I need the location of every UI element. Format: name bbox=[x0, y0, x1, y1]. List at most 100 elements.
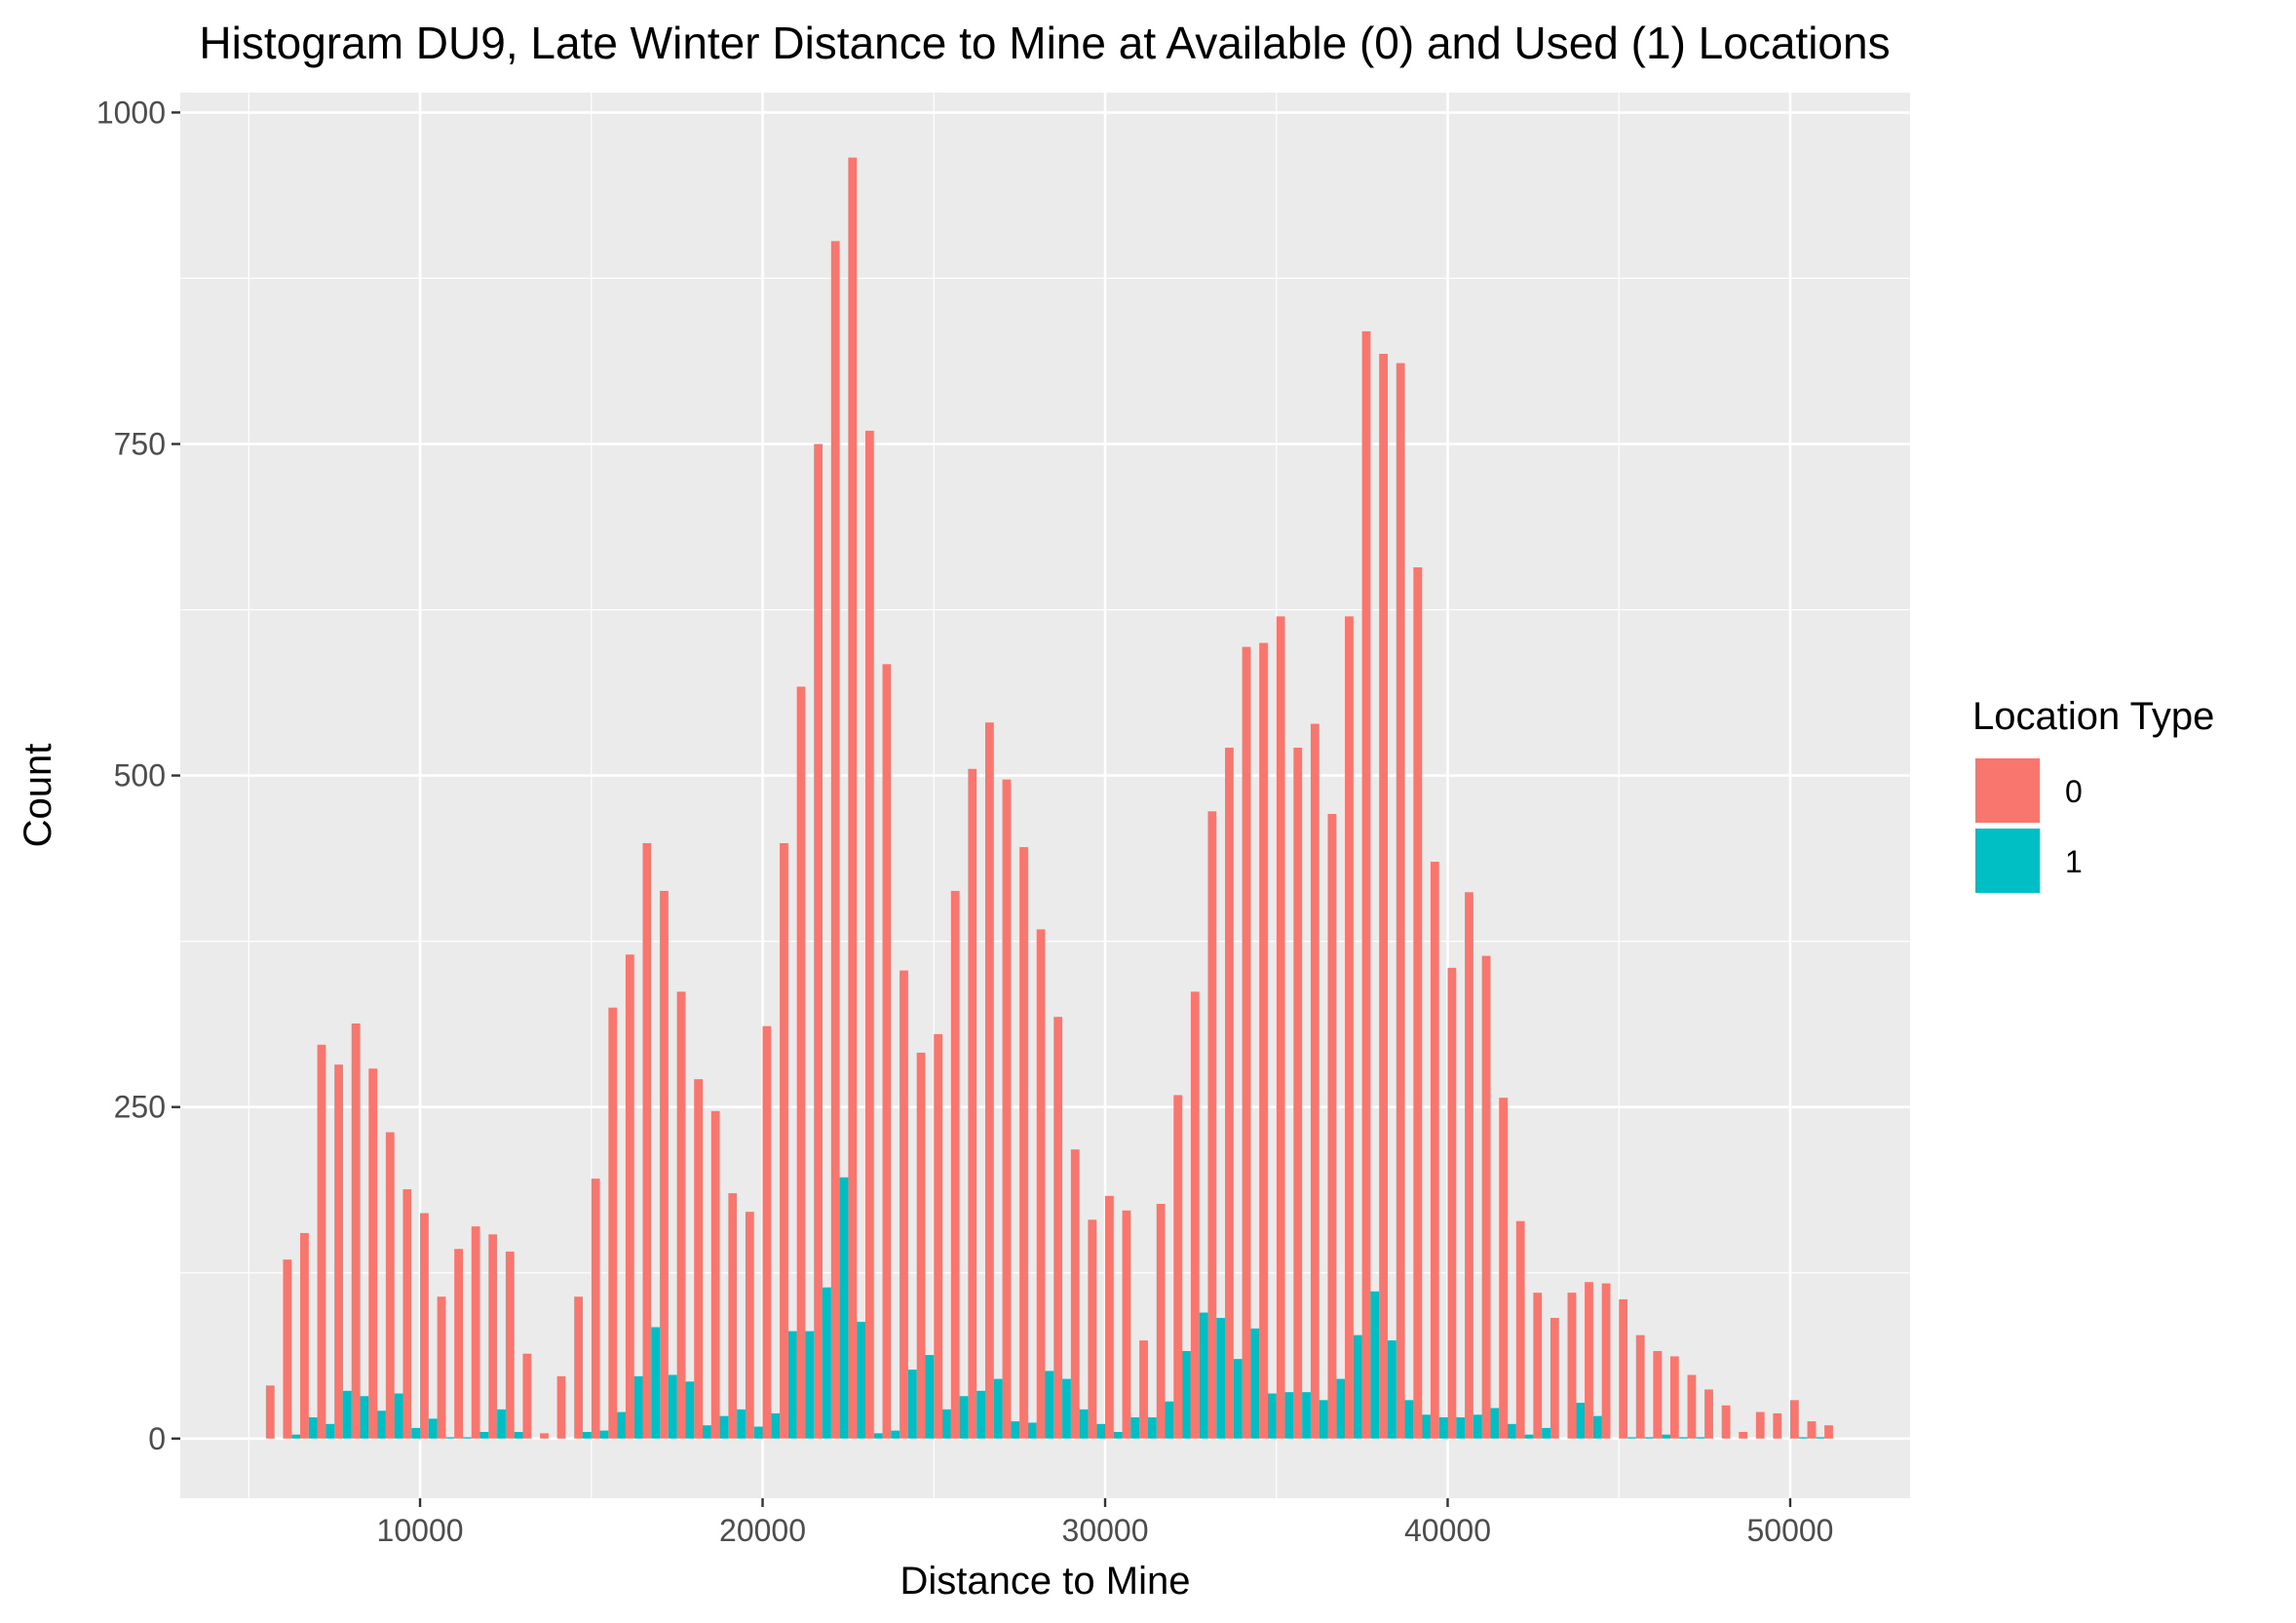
bar-series-0 bbox=[1755, 1411, 1765, 1439]
bar-series-1 bbox=[1816, 1437, 1825, 1439]
bar-series-0 bbox=[574, 1296, 583, 1439]
bar-series-1 bbox=[582, 1431, 592, 1439]
bar-series-0 bbox=[762, 1025, 772, 1439]
bar-series-1 bbox=[1336, 1378, 1346, 1439]
bar-series-0 bbox=[385, 1132, 395, 1439]
bar-series-0 bbox=[1259, 642, 1268, 1439]
bar-series-1 bbox=[737, 1409, 746, 1439]
bar-series-1 bbox=[497, 1409, 506, 1439]
bar-series-1 bbox=[925, 1355, 935, 1439]
bar-series-1 bbox=[719, 1415, 729, 1439]
bar-series-1 bbox=[1592, 1415, 1602, 1439]
bar-series-0 bbox=[1345, 616, 1354, 1439]
bar-series-1 bbox=[633, 1375, 643, 1439]
bar-series-1 bbox=[1473, 1414, 1482, 1439]
y-tick-label: 1000 bbox=[96, 95, 166, 130]
bar-series-0 bbox=[728, 1193, 738, 1439]
bar-series-1 bbox=[342, 1390, 352, 1439]
bar-series-1 bbox=[445, 1437, 455, 1439]
bar-series-0 bbox=[1088, 1219, 1097, 1439]
bar-series-1 bbox=[599, 1430, 609, 1439]
bar-series-0 bbox=[1515, 1220, 1525, 1439]
bar-series-1 bbox=[1627, 1437, 1636, 1439]
bar-series-0 bbox=[745, 1212, 754, 1439]
bar-series-1 bbox=[1302, 1392, 1311, 1439]
bar-series-1 bbox=[1319, 1400, 1328, 1439]
bar-series-1 bbox=[1130, 1417, 1140, 1439]
bar-series-1 bbox=[839, 1177, 849, 1439]
bar-series-1 bbox=[805, 1331, 815, 1439]
bar-series-0 bbox=[1053, 1017, 1063, 1439]
x-tick-label: 50000 bbox=[1746, 1513, 1833, 1548]
bar-series-0 bbox=[1687, 1374, 1697, 1439]
bar-series-1 bbox=[1113, 1431, 1123, 1439]
bar-series-0 bbox=[1139, 1340, 1148, 1439]
bar-series-0 bbox=[968, 768, 977, 1439]
bar-series-0 bbox=[454, 1249, 463, 1439]
bar-series-0 bbox=[780, 842, 788, 1439]
bar-series-1 bbox=[1798, 1437, 1808, 1439]
bar-series-1 bbox=[787, 1331, 797, 1439]
bar-series-0 bbox=[660, 890, 669, 1439]
bar-series-0 bbox=[1379, 353, 1388, 1439]
bar-series-1 bbox=[1387, 1340, 1397, 1439]
bar-series-0 bbox=[950, 890, 960, 1439]
y-tick-label: 250 bbox=[114, 1090, 166, 1125]
bar-series-0 bbox=[984, 722, 994, 1439]
bar-series-0 bbox=[1533, 1293, 1543, 1439]
bar-series-0 bbox=[1653, 1350, 1663, 1439]
bar-series-0 bbox=[283, 1259, 292, 1439]
bars bbox=[265, 157, 1833, 1439]
x-tick-label: 20000 bbox=[719, 1513, 806, 1548]
bar-series-0 bbox=[864, 430, 874, 1439]
bar-series-1 bbox=[1353, 1334, 1362, 1439]
bar-series-1 bbox=[1678, 1437, 1688, 1439]
bar-series-0 bbox=[368, 1068, 378, 1439]
bar-series-0 bbox=[1430, 862, 1439, 1439]
bar-series-0 bbox=[1413, 567, 1423, 1439]
bar-series-1 bbox=[1524, 1434, 1534, 1439]
bar-series-1 bbox=[668, 1374, 677, 1439]
bar-series-1 bbox=[1576, 1403, 1586, 1439]
bar-series-0 bbox=[848, 157, 858, 1439]
bar-series-0 bbox=[540, 1433, 549, 1439]
bar-series-0 bbox=[1173, 1095, 1183, 1439]
legend: Location Type 0 1 bbox=[1972, 695, 2214, 893]
bar-series-0 bbox=[1619, 1298, 1628, 1439]
bar-series-1 bbox=[1182, 1350, 1191, 1439]
bar-series-1 bbox=[479, 1431, 489, 1439]
bar-series-1 bbox=[428, 1418, 438, 1439]
bar-series-1 bbox=[1250, 1328, 1260, 1439]
bar-series-0 bbox=[1601, 1283, 1611, 1439]
bar-series-1 bbox=[1456, 1417, 1466, 1439]
bar-series-0 bbox=[694, 1079, 704, 1439]
bar-series-1 bbox=[325, 1423, 335, 1439]
bar-series-0 bbox=[1190, 991, 1200, 1439]
bar-series-0 bbox=[1122, 1210, 1131, 1439]
bar-series-1 bbox=[1422, 1414, 1431, 1439]
bar-series-0 bbox=[934, 1033, 943, 1439]
bar-series-0 bbox=[814, 444, 823, 1439]
bar-series-1 bbox=[360, 1396, 369, 1439]
bar-series-0 bbox=[402, 1189, 412, 1439]
bar-series-1 bbox=[993, 1378, 1003, 1439]
x-tick-label: 10000 bbox=[377, 1513, 464, 1548]
bar-series-0 bbox=[1447, 967, 1457, 1439]
bar-series-1 bbox=[703, 1425, 711, 1439]
bar-series-0 bbox=[591, 1179, 600, 1439]
bar-series-1 bbox=[308, 1417, 318, 1439]
bar-series-1 bbox=[1404, 1400, 1414, 1439]
bar-series-0 bbox=[882, 664, 892, 1439]
x-tick-label: 40000 bbox=[1404, 1513, 1491, 1548]
bar-series-1 bbox=[1696, 1437, 1705, 1439]
chart-title: Histogram DU9, Late Winter Distance to M… bbox=[199, 18, 1890, 68]
bar-series-1 bbox=[1490, 1408, 1500, 1439]
bar-series-1 bbox=[651, 1327, 661, 1439]
bar-series-1 bbox=[1542, 1427, 1550, 1439]
bar-series-0 bbox=[1739, 1431, 1748, 1439]
legend-label-1: 1 bbox=[2065, 844, 2083, 879]
bar-series-0 bbox=[556, 1375, 566, 1439]
bar-series-1 bbox=[1216, 1317, 1226, 1439]
bar-series-0 bbox=[488, 1234, 498, 1439]
bar-series-0 bbox=[608, 1007, 618, 1439]
